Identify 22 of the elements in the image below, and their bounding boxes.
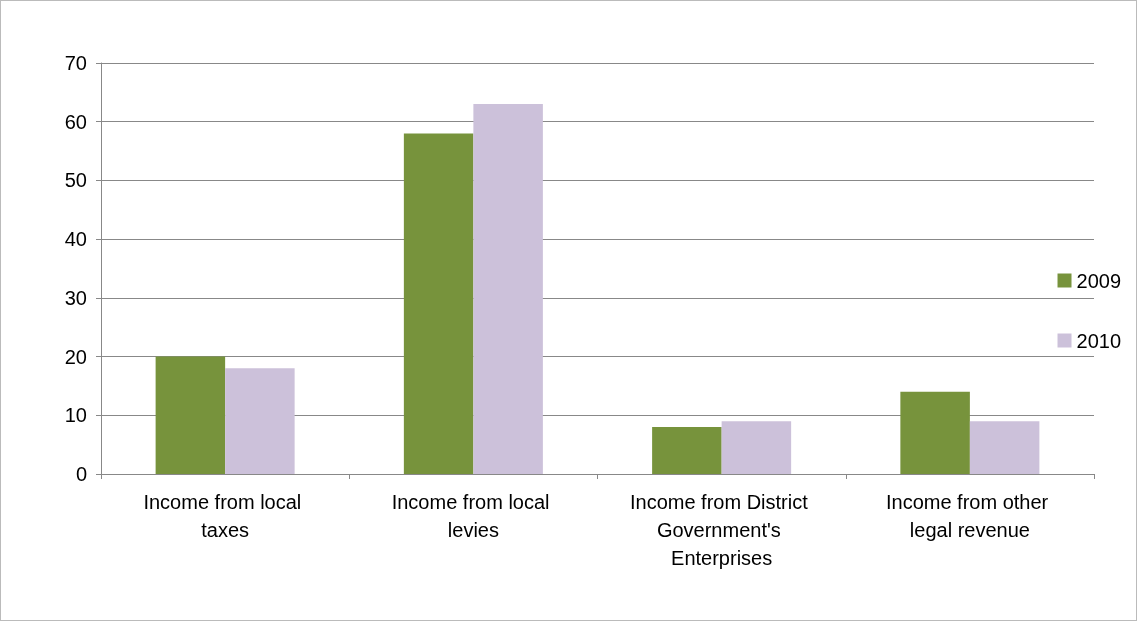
x-tick-label: Income from local levies: [391, 491, 556, 541]
y-tick-label: 40: [64, 228, 87, 251]
bar: [900, 391, 970, 474]
bar: [473, 104, 543, 474]
y-tick-label: 10: [64, 404, 87, 427]
legend-label: 2009: [1076, 269, 1122, 292]
y-tick-label: 30: [64, 286, 87, 309]
bar: [652, 427, 722, 474]
x-tick-label: Income from local taxes: [143, 491, 307, 541]
bar: [721, 421, 792, 474]
y-tick-label: 20: [64, 345, 87, 368]
y-tick-label: 60: [64, 110, 87, 133]
bar: [155, 356, 226, 474]
y-tick-label: 70: [64, 52, 87, 74]
y-tick-label: 50: [64, 169, 87, 192]
x-tick-label: Income from other legal revenue: [885, 491, 1054, 541]
bar: [403, 133, 474, 474]
y-tick-label: 0: [75, 463, 87, 485]
bar: [225, 368, 295, 474]
x-tick-label: Income from District Government's Enterprises: [629, 491, 814, 569]
legend-label: 2010: [1076, 329, 1122, 352]
bar: [969, 421, 1040, 474]
